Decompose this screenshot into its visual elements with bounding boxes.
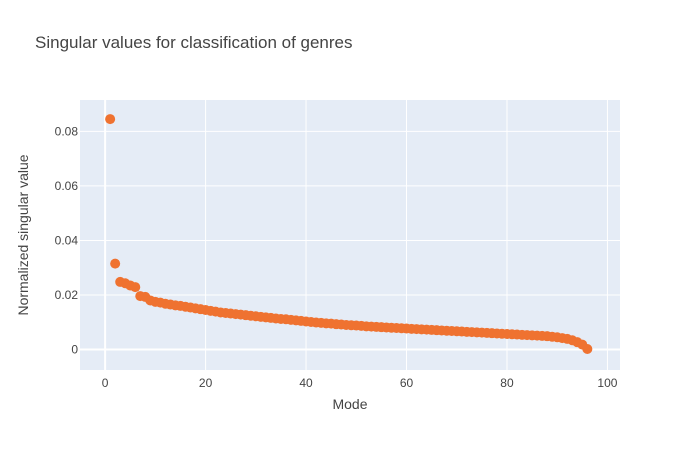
x-tick-label: 80 [500, 376, 514, 390]
data-point[interactable] [582, 344, 593, 354]
data-points [105, 114, 593, 354]
chart-title: Singular values for classification of ge… [35, 33, 353, 52]
y-tick-label: 0 [71, 343, 78, 357]
data-point[interactable] [105, 114, 116, 125]
x-tick-label: 60 [400, 376, 414, 390]
y-tick-label: 0.08 [55, 124, 79, 138]
data-point[interactable] [130, 282, 141, 293]
y-tick-label: 0.04 [55, 233, 79, 247]
x-axis-label: Mode [332, 396, 368, 412]
y-tick-label: 0.06 [55, 179, 79, 193]
data-point[interactable] [110, 258, 121, 269]
x-tick-label: 40 [299, 376, 313, 390]
x-tick-label: 100 [597, 376, 617, 390]
tick-labels: 0 20 40 60 80 100 0 0.02 0.04 0.06 0.08 [55, 124, 618, 390]
x-tick-label: 20 [199, 376, 213, 390]
x-tick-label: 0 [102, 376, 109, 390]
y-tick-label: 0.02 [55, 288, 79, 302]
